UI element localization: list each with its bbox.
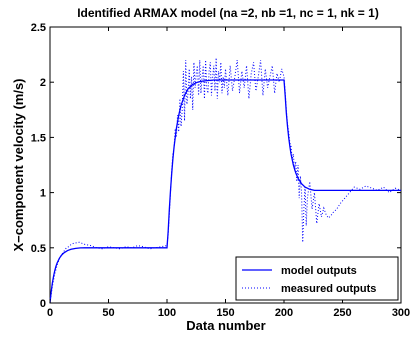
x-axis-ticks: 0 50 100 150 200 250 300 (47, 27, 410, 319)
y-tick-label: 0.5 (31, 243, 46, 255)
x-tick-label: 300 (392, 307, 410, 319)
series-line-model (49, 79, 401, 304)
x-tick-label: 0 (47, 307, 53, 319)
legend-label-measured: measured outputs (281, 283, 376, 295)
x-tick-label: 250 (333, 307, 351, 319)
y-tick-label: 2 (40, 77, 46, 89)
legend: model outputs measured outputs (235, 256, 399, 301)
legend-box (235, 256, 399, 301)
y-tick-label: 2.5 (31, 22, 46, 34)
y-tick-label: 1 (40, 188, 46, 200)
y-tick-label: 1.5 (31, 132, 46, 144)
plot-area (49, 26, 402, 304)
series-layer (49, 57, 402, 304)
chart-title: Identified ARMAX model (na =2, nb =1, nc… (77, 6, 379, 20)
x-tick-label: 150 (216, 307, 234, 319)
y-axis-ticks: 0 0.5 1 1.5 2 2.5 (31, 22, 401, 310)
x-tick-label: 100 (158, 307, 176, 319)
x-tick-label: 200 (275, 307, 293, 319)
x-tick-label: 50 (102, 307, 114, 319)
y-tick-label: 0 (40, 298, 46, 310)
x-axis-label: Data number (186, 318, 265, 333)
legend-label-model: model outputs (281, 265, 357, 277)
y-axis-label: X−component velocity (m/s) (11, 78, 26, 251)
